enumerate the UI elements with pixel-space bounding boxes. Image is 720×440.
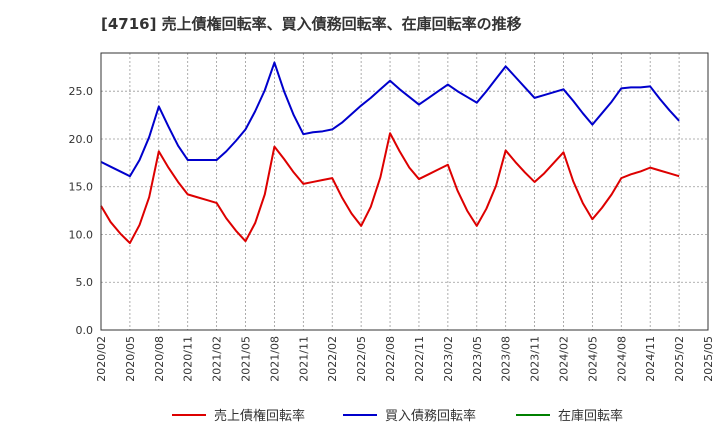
x-axis-ticks: 2020/02 2020/05 2020/08 2020/11 2021/02 2021/… xyxy=(95,336,715,382)
x-tick-label: 2024/11 xyxy=(644,336,657,382)
x-tick-label: 2024/08 xyxy=(615,336,628,382)
y-axis-ticks: 0.0 5.0 10.0 15.0 20.0 25.0 xyxy=(69,85,94,337)
legend: 売上債権回転率 買入債務回転率 在庫回転率 xyxy=(172,408,623,424)
x-tick-label: 2021/05 xyxy=(240,336,253,382)
x-tick-label: 2023/05 xyxy=(471,336,484,382)
x-tick-label: 2020/08 xyxy=(153,336,166,382)
x-tick-label: 2024/02 xyxy=(557,336,570,382)
x-tick-label: 2024/05 xyxy=(586,336,599,382)
x-tick-label: 2021/11 xyxy=(297,336,310,382)
x-tick-label: 2025/02 xyxy=(673,336,686,382)
x-tick-label: 2020/05 xyxy=(124,336,137,382)
plot-area xyxy=(101,53,708,330)
legend-label: 売上債権回転率 xyxy=(214,408,305,424)
x-tick-label: 2022/11 xyxy=(413,336,426,382)
chart-title: [4716] 売上債権回転率、買入債務回転率、在庫回転率の推移 xyxy=(101,15,522,33)
series-line xyxy=(100,61,680,178)
y-tick-label: 5.0 xyxy=(76,276,94,289)
y-tick-label: 15.0 xyxy=(69,181,94,194)
x-tick-label: 2022/02 xyxy=(326,336,339,382)
x-tick-label: 2022/05 xyxy=(355,336,368,382)
y-tick-label: 0.0 xyxy=(76,324,94,337)
x-tick-label: 2021/02 xyxy=(211,336,224,382)
y-tick-label: 10.0 xyxy=(69,228,94,241)
x-tick-label: 2023/11 xyxy=(529,336,542,382)
y-tick-label: 25.0 xyxy=(69,85,94,98)
plot-frame xyxy=(100,52,709,331)
x-tick-label: 2022/08 xyxy=(384,336,397,382)
x-tick-label: 2023/08 xyxy=(500,336,513,382)
legend-label: 買入債務回転率 xyxy=(385,408,476,424)
x-tick-label: 2020/02 xyxy=(95,336,108,382)
x-tick-label: 2020/11 xyxy=(182,336,195,382)
series-line xyxy=(100,132,680,245)
x-tick-label: 2021/08 xyxy=(268,336,281,382)
grid-layer xyxy=(101,53,708,330)
y-tick-label: 20.0 xyxy=(69,133,94,146)
series-layer xyxy=(100,61,680,245)
x-tick-label: 2023/02 xyxy=(442,336,455,382)
x-tick-label: 2025/05 xyxy=(702,336,715,382)
legend-label: 在庫回転率 xyxy=(558,408,623,424)
